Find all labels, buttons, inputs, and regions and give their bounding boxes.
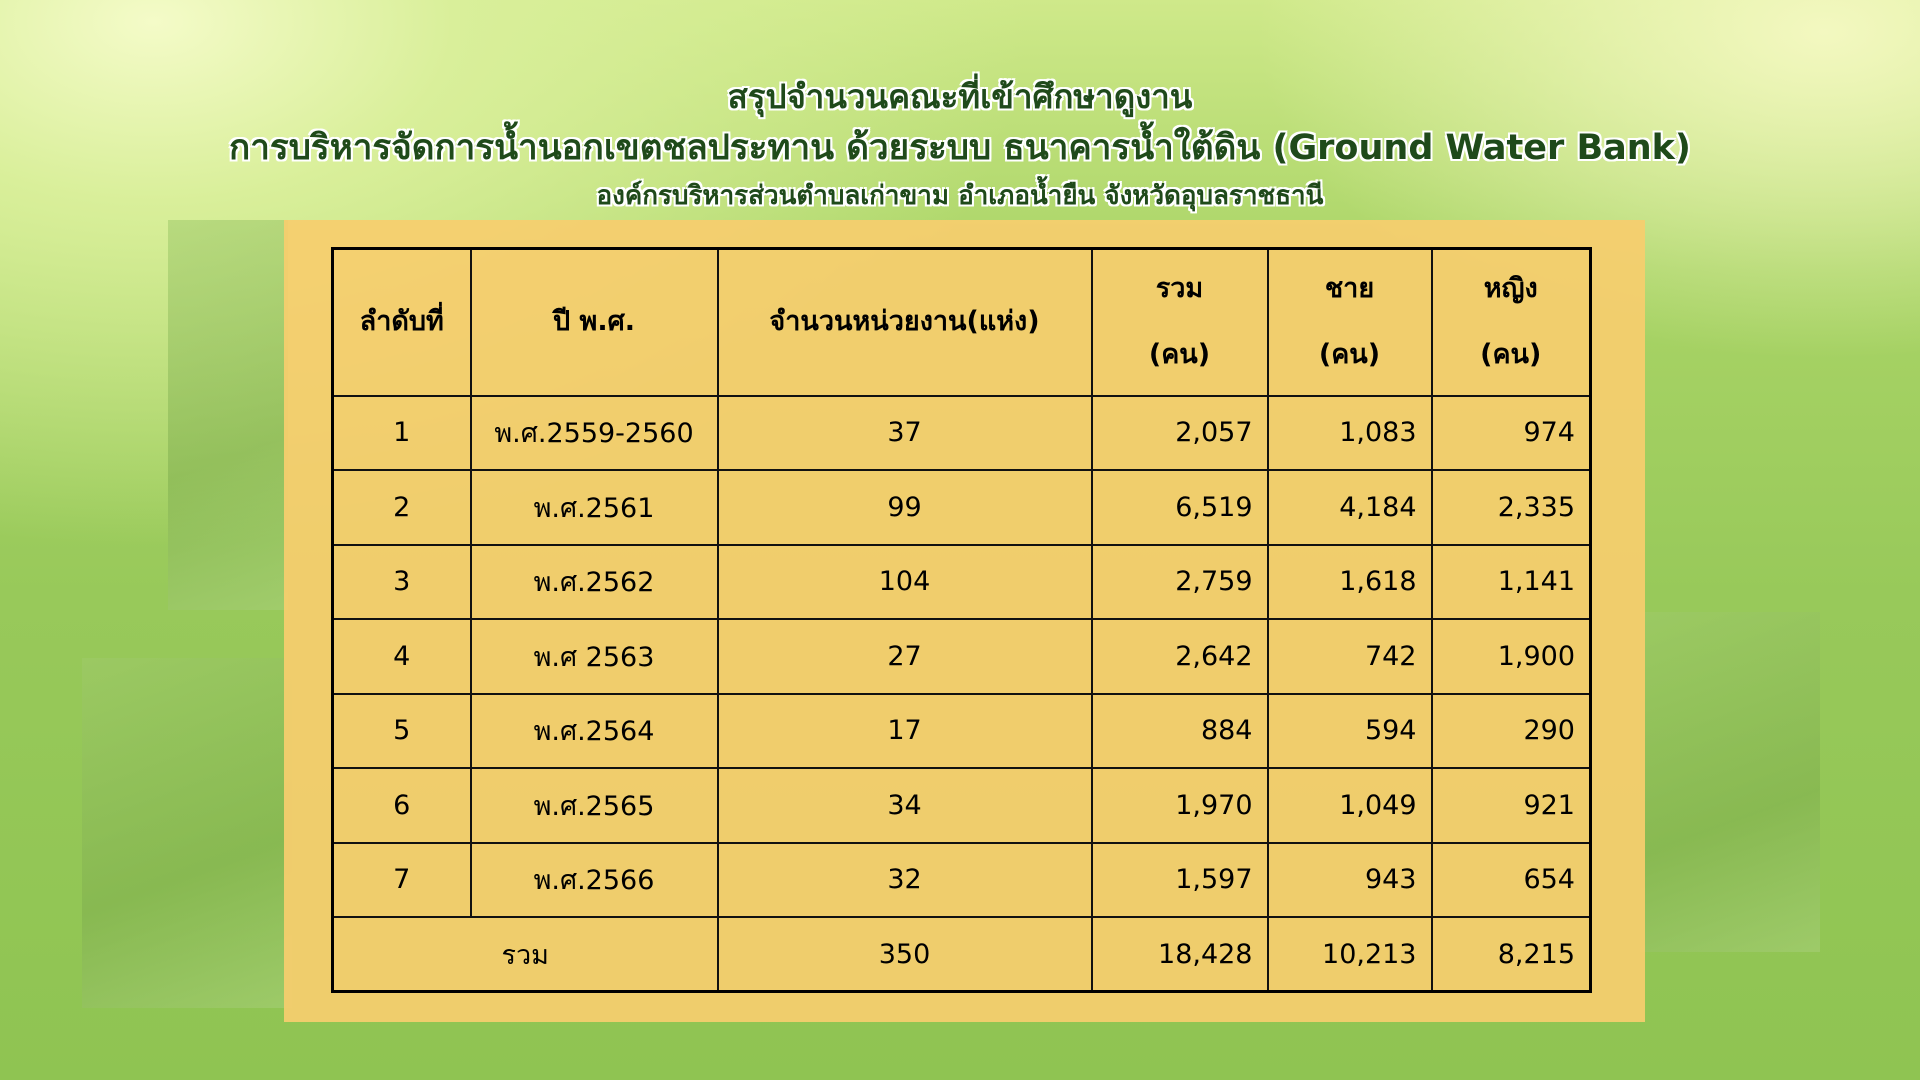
header-unit: (คน) [1480,339,1542,371]
cell-female: 974 [1430,394,1592,471]
cell-male: 1,083 [1266,394,1433,471]
header-units: จำนวนหน่วยงาน(แห่ง) [716,247,1093,397]
header-unit: (คน) [1318,339,1381,371]
header-order: ลำดับที่ [331,247,472,397]
title-line-3: องค์กรบริหารส่วนตำบลเก่าขาม อำเภอน้ำยืน … [596,181,1324,211]
cell-units: 37 [716,394,1093,471]
cell-year: พ.ศ.2565 [469,767,719,844]
total-male: 10,213 [1266,916,1433,993]
cell-female: 1,141 [1430,543,1592,620]
background-photo [1640,612,1820,952]
cell-female: 1,900 [1430,618,1592,695]
cell-order: 7 [331,841,472,918]
background-photo [168,220,288,610]
cell-total: 884 [1090,692,1269,769]
table-row: 2 พ.ศ.2561 99 6,519 4,184 2,335 [331,469,1592,546]
cell-year: พ.ศ.2559-2560 [469,394,719,471]
table-row: 3 พ.ศ.2562 104 2,759 1,618 1,141 [331,543,1592,620]
cell-male: 742 [1266,618,1433,695]
table-header-row: ลำดับที่ ปี พ.ศ. จำนวนหน่วยงาน(แห่ง) รวม… [331,247,1592,397]
cell-total: 2,057 [1090,394,1269,471]
cell-female: 654 [1430,841,1592,918]
header-female: หญิง (คน) [1430,247,1592,397]
cell-year: พ.ศ 2563 [469,618,719,695]
cell-total: 1,970 [1090,767,1269,844]
cell-total: 2,642 [1090,618,1269,695]
table-row: 4 พ.ศ 2563 27 2,642 742 1,900 [331,618,1592,695]
cell-female: 2,335 [1430,469,1592,546]
total-units: 350 [716,916,1093,993]
cell-female: 921 [1430,767,1592,844]
header-male: ชาย (คน) [1266,247,1433,397]
cell-total: 1,597 [1090,841,1269,918]
cell-order: 4 [331,618,472,695]
cell-male: 1,618 [1266,543,1433,620]
title-line-1: สรุปจำนวนคณะที่เข้าศึกษาดูงาน [727,77,1193,116]
visit-summary-table: ลำดับที่ ปี พ.ศ. จำนวนหน่วยงาน(แห่ง) รวม… [331,247,1592,993]
cell-year: พ.ศ.2564 [469,692,719,769]
header-text: หญิง [1483,273,1538,305]
cell-order: 1 [331,394,472,471]
cell-total: 2,759 [1090,543,1269,620]
cell-units: 34 [716,767,1093,844]
cell-units: 32 [716,841,1093,918]
header-text: ปี พ.ศ. [553,306,635,338]
header-text: ลำดับที่ [359,306,444,338]
cell-units: 99 [716,469,1093,546]
table-row: 1 พ.ศ.2559-2560 37 2,057 1,083 974 [331,394,1592,471]
total-people: 18,428 [1090,916,1269,993]
cell-female: 290 [1430,692,1592,769]
background-photo [82,658,292,1008]
header-total: รวม (คน) [1090,247,1269,397]
header-year: ปี พ.ศ. [469,247,719,397]
cell-units: 104 [716,543,1093,620]
header-unit: (คน) [1148,339,1211,371]
header-text: รวม [1155,273,1204,305]
total-female: 8,215 [1430,916,1592,993]
table-total-row: รวม 350 18,428 10,213 8,215 [331,916,1592,993]
header-text: จำนวนหน่วยงาน(แห่ง) [769,306,1040,338]
cell-year: พ.ศ.2562 [469,543,719,620]
title-line-2: การบริหารจัดการน้ำนอกเขตชลประทาน ด้วยระบ… [229,128,1691,168]
table-row: 7 พ.ศ.2566 32 1,597 943 654 [331,841,1592,918]
cell-order: 5 [331,692,472,769]
cell-order: 2 [331,469,472,546]
cell-male: 1,049 [1266,767,1433,844]
cell-year: พ.ศ.2566 [469,841,719,918]
cell-order: 6 [331,767,472,844]
cell-male: 4,184 [1266,469,1433,546]
cell-units: 17 [716,692,1093,769]
cell-male: 594 [1266,692,1433,769]
cell-year: พ.ศ.2561 [469,469,719,546]
header-text: ชาย [1324,273,1375,305]
cell-male: 943 [1266,841,1433,918]
cell-units: 27 [716,618,1093,695]
total-label: รวม [331,916,719,993]
cell-total: 6,519 [1090,469,1269,546]
table-row: 5 พ.ศ.2564 17 884 594 290 [331,692,1592,769]
cell-order: 3 [331,543,472,620]
table-row: 6 พ.ศ.2565 34 1,970 1,049 921 [331,767,1592,844]
